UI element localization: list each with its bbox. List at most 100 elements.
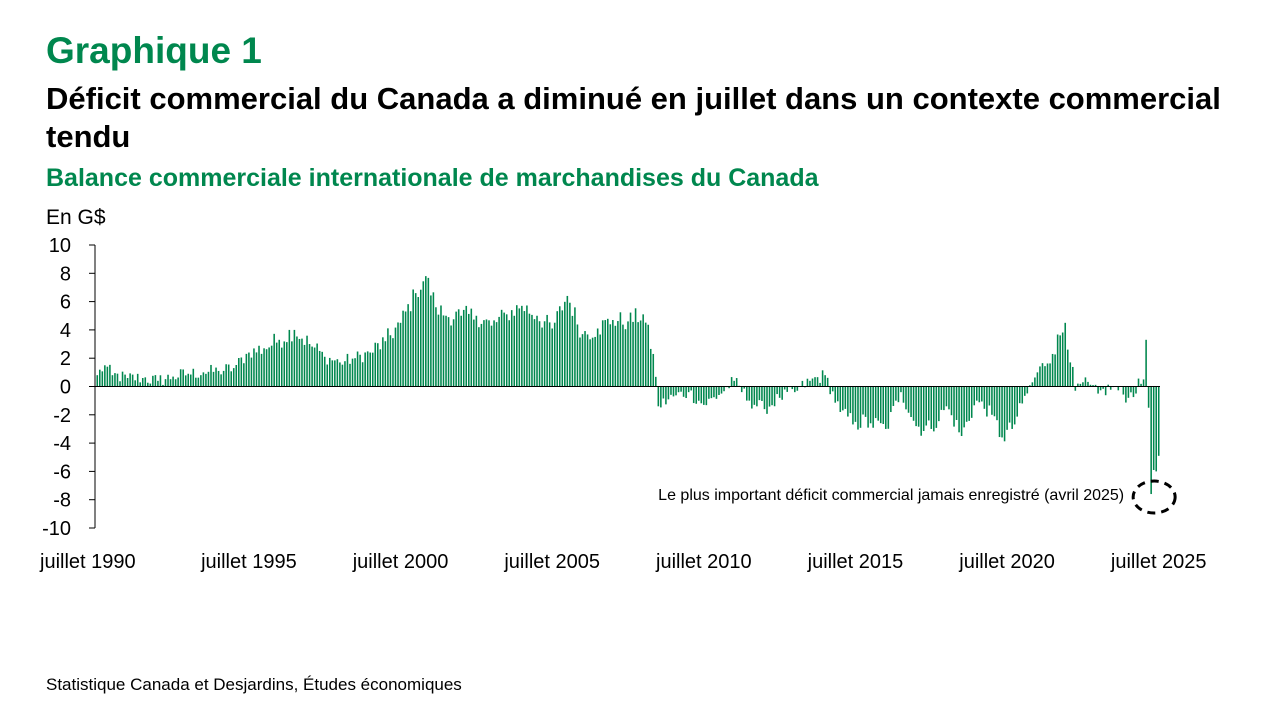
bar [1003, 386, 1006, 442]
bar [508, 320, 510, 387]
bar [1059, 335, 1061, 387]
bar [187, 373, 190, 387]
x-tick-label: juillet 2015 [807, 551, 904, 573]
bar [114, 373, 116, 387]
y-tick-label: 2 [60, 348, 71, 370]
annotations: Le plus important déficit commercial jam… [658, 479, 1177, 515]
bar [771, 386, 773, 406]
bar [751, 386, 753, 409]
bar [594, 336, 596, 387]
bar [675, 386, 677, 396]
bar [556, 311, 559, 387]
bar [667, 386, 670, 400]
bar [306, 335, 308, 387]
bar [425, 276, 427, 387]
bar [536, 315, 538, 387]
bar [821, 370, 824, 387]
bar [169, 379, 172, 387]
bar [412, 289, 414, 387]
bar [450, 325, 452, 387]
bar [313, 347, 316, 387]
bar [468, 313, 470, 387]
bar [359, 354, 361, 387]
bar [662, 386, 665, 399]
y-tick-label: 6 [60, 292, 71, 314]
chart-subtitle: Balance commerciale internationale de ma… [46, 164, 819, 192]
bar [872, 386, 874, 428]
bar [326, 364, 329, 387]
y-tick-label: 4 [60, 320, 71, 342]
bar [298, 338, 301, 387]
bar [126, 378, 129, 387]
bar [255, 352, 258, 387]
bar [844, 386, 847, 409]
bar [960, 386, 963, 437]
bar [202, 372, 205, 387]
bar [867, 386, 869, 428]
bar [265, 349, 268, 387]
bar [836, 386, 839, 402]
bar [794, 386, 796, 393]
bar [235, 365, 238, 387]
bar [897, 386, 900, 403]
bar [746, 386, 748, 401]
bar [586, 334, 589, 387]
bar [768, 386, 771, 407]
bar [811, 378, 814, 387]
annotation-circle [1131, 479, 1177, 515]
bar [369, 352, 371, 387]
bar [533, 319, 536, 387]
bar [1006, 386, 1008, 430]
bar [1072, 366, 1074, 387]
bar [109, 364, 111, 387]
bar [354, 358, 356, 387]
bar [197, 377, 200, 387]
bar [1104, 386, 1107, 396]
bar [232, 368, 235, 387]
bar-series [96, 276, 1160, 495]
bar [419, 289, 422, 387]
x-tick-label: juillet 2025 [1110, 551, 1207, 573]
bar [129, 373, 131, 387]
bar [184, 375, 187, 387]
bar [518, 308, 521, 387]
bar [404, 311, 407, 387]
bar [1130, 386, 1132, 393]
bar [852, 386, 854, 425]
bar [1041, 363, 1044, 387]
bar [672, 386, 675, 397]
bar [131, 374, 134, 387]
bar [773, 386, 776, 407]
bar [119, 381, 121, 387]
bar [1157, 386, 1160, 456]
bar [1122, 386, 1125, 395]
bar [905, 386, 907, 410]
bar [422, 281, 425, 387]
bar [753, 386, 756, 405]
bar [915, 386, 917, 427]
x-tick-label: juillet 2000 [352, 551, 449, 573]
bar [159, 375, 162, 387]
bar [685, 386, 687, 399]
bar [124, 374, 126, 387]
bar [321, 351, 323, 387]
bar [371, 352, 374, 387]
bar [842, 386, 844, 411]
bar [670, 386, 672, 395]
bar [642, 314, 644, 387]
bar [1089, 384, 1092, 387]
bar [379, 349, 382, 387]
bar [548, 322, 551, 387]
bar [697, 386, 700, 401]
bar [273, 333, 275, 387]
bar [996, 386, 998, 421]
bar [152, 375, 154, 387]
bar [847, 386, 849, 417]
bar [933, 386, 935, 432]
bar [192, 368, 195, 387]
bar [364, 352, 366, 387]
bar [341, 364, 344, 387]
bar [303, 344, 306, 387]
bar [485, 319, 488, 387]
bar [498, 316, 500, 387]
